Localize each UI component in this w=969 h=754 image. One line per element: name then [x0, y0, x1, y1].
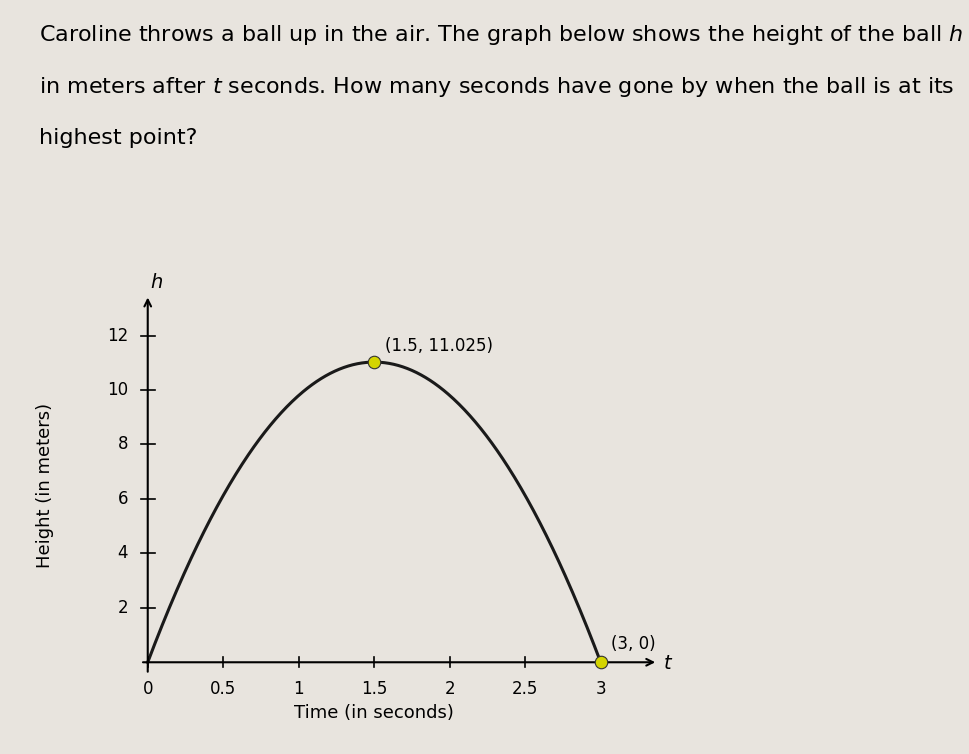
- Text: highest point?: highest point?: [39, 128, 197, 149]
- Text: 8: 8: [117, 436, 128, 453]
- Text: 2: 2: [117, 599, 128, 617]
- Text: h: h: [150, 273, 163, 292]
- Text: Time (in seconds): Time (in seconds): [295, 704, 454, 722]
- Text: 4: 4: [117, 544, 128, 562]
- Text: t: t: [664, 654, 672, 673]
- Text: Caroline throws a ball up in the air. The graph below shows the height of the ba: Caroline throws a ball up in the air. Th…: [39, 23, 963, 47]
- Text: (3, 0): (3, 0): [611, 635, 656, 653]
- Text: 2: 2: [445, 680, 455, 698]
- Text: Height (in meters): Height (in meters): [36, 403, 54, 568]
- Text: in meters after $t$ seconds. How many seconds have gone by when the ball is at i: in meters after $t$ seconds. How many se…: [39, 75, 954, 100]
- Text: 1: 1: [294, 680, 304, 698]
- Text: 6: 6: [117, 490, 128, 508]
- Text: 3: 3: [595, 680, 606, 698]
- Text: 0.5: 0.5: [210, 680, 236, 698]
- Text: 10: 10: [107, 381, 128, 399]
- Text: 12: 12: [107, 326, 128, 345]
- Text: 0: 0: [142, 680, 153, 698]
- Text: (1.5, 11.025): (1.5, 11.025): [385, 337, 493, 355]
- Text: 2.5: 2.5: [512, 680, 539, 698]
- Text: 1.5: 1.5: [361, 680, 388, 698]
